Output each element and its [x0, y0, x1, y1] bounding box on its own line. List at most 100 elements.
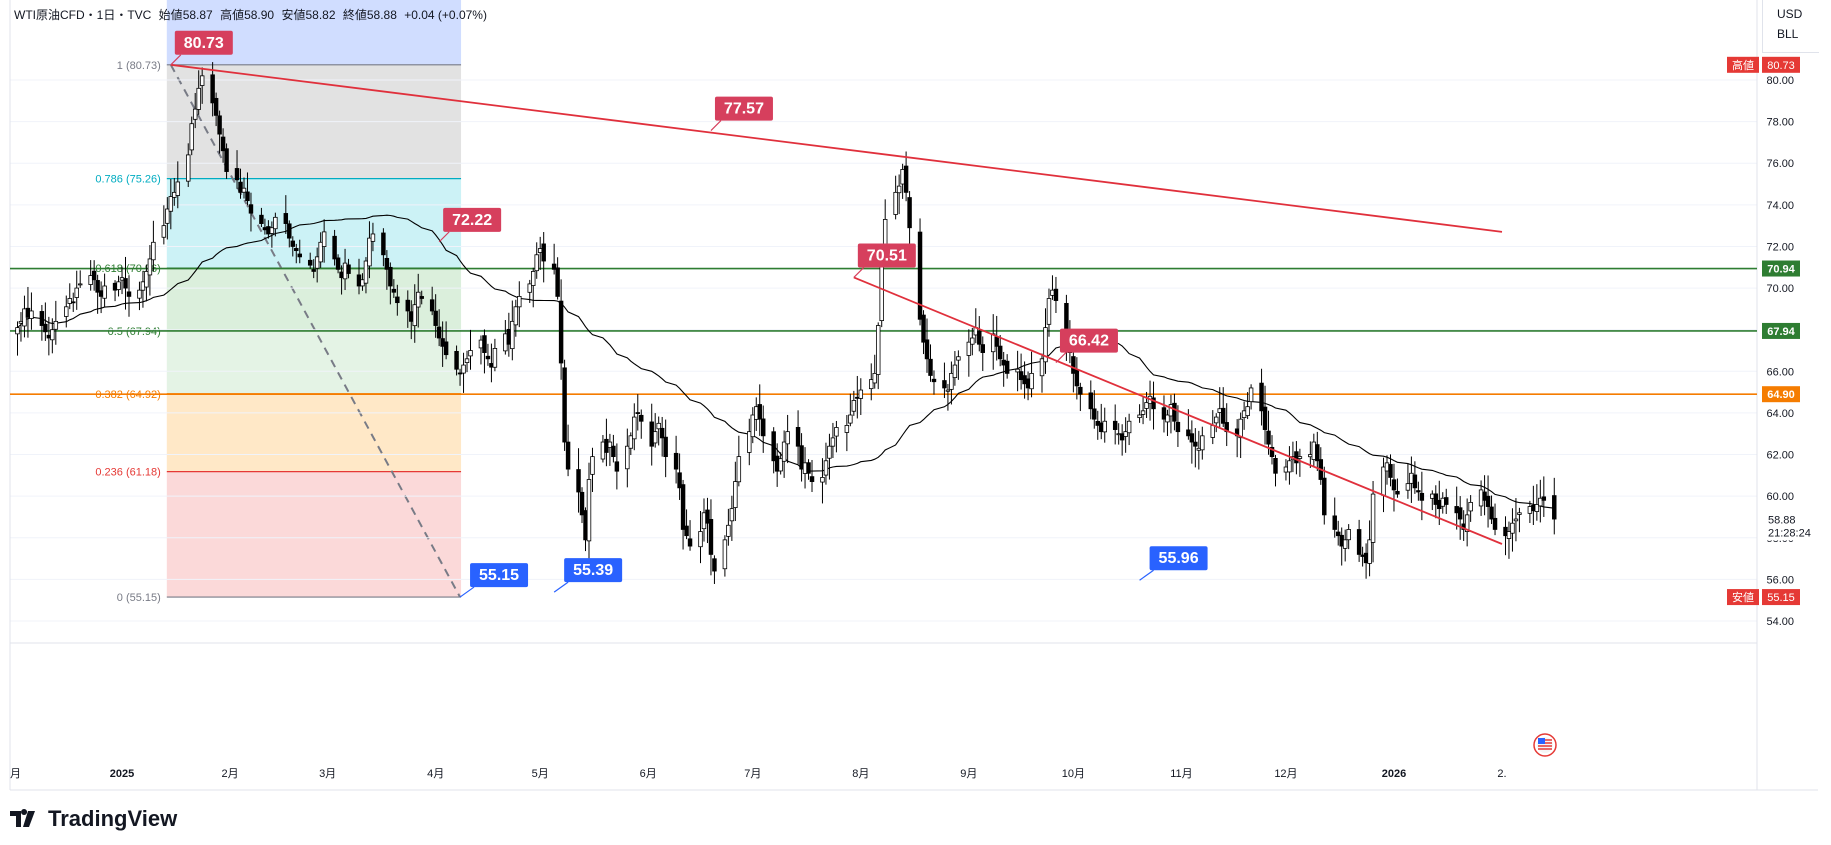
candle-body-up — [750, 414, 756, 438]
candle-body-up — [273, 216, 278, 230]
high-callout: 66.42 — [1055, 328, 1118, 363]
candle — [151, 220, 156, 272]
candle — [186, 143, 191, 187]
candle — [712, 555, 717, 584]
currency-label[interactable]: USD — [1777, 7, 1803, 21]
candle-body-up — [1210, 425, 1215, 438]
candle-body-up — [823, 460, 829, 476]
candle — [750, 407, 756, 444]
candle — [607, 433, 613, 466]
candle — [482, 329, 487, 374]
candle-body-down — [384, 257, 390, 270]
candle — [335, 254, 341, 274]
symbol-name[interactable]: WTI原油CFD・1日・TVC — [14, 8, 152, 22]
candle-body-up — [161, 225, 167, 238]
candle-body-up — [1297, 456, 1303, 459]
candle — [1287, 446, 1292, 485]
callout-label: 70.51 — [867, 247, 907, 264]
candle — [1433, 485, 1439, 519]
candle-body-down — [614, 461, 620, 472]
candle-body-up — [628, 435, 634, 449]
unit-label[interactable]: BLL — [1777, 27, 1799, 41]
candle — [966, 329, 972, 377]
candle — [931, 370, 937, 395]
candle-body-up — [952, 364, 958, 379]
candle-body-down — [771, 431, 776, 462]
candle — [1506, 521, 1512, 559]
candle-body-up — [820, 477, 825, 483]
candle-body-down — [443, 341, 449, 356]
candle — [1119, 424, 1125, 456]
time-axis: 月 2025 2月 3月 4月 5月 6月 7月 8月 9月 10月 11月 12月 2026 2. — [10, 733, 1557, 780]
candle-body-up — [785, 431, 790, 445]
candle — [869, 363, 874, 401]
callout-pointer — [459, 586, 475, 598]
candle — [517, 281, 522, 328]
axis-prefix-box — [1727, 56, 1759, 73]
candle-body-down — [565, 441, 571, 470]
candle — [429, 286, 435, 316]
candle — [307, 252, 313, 269]
candle — [952, 351, 958, 386]
candle-body-up — [1165, 414, 1170, 423]
candle — [259, 207, 264, 228]
candle-body-down — [1492, 517, 1498, 530]
candle-body-up — [1137, 414, 1142, 419]
low-value: 58.82 — [305, 8, 336, 22]
candle-body-up — [781, 441, 787, 462]
time-tick-label: 10月 — [1062, 768, 1085, 780]
candle — [1262, 385, 1268, 445]
candle-body-down — [1541, 496, 1547, 501]
candle — [1416, 481, 1421, 501]
fib-trend-line — [169, 64, 461, 598]
candle-body-down — [1412, 474, 1418, 489]
candle — [917, 218, 923, 326]
candle — [210, 62, 215, 117]
candle — [1541, 476, 1547, 517]
candle-body-up — [1517, 512, 1522, 515]
tradingview-logo[interactable]: TradingView — [10, 802, 177, 836]
candle-body-down — [663, 436, 668, 458]
trendlines — [170, 63, 1503, 545]
candle — [53, 300, 59, 345]
candle-body-up — [492, 348, 498, 368]
callout-box — [470, 563, 529, 588]
candle-body-down — [1088, 392, 1094, 410]
us-flag-icon[interactable] — [1533, 733, 1557, 757]
high-value: 58.90 — [244, 8, 275, 22]
level-price-text: 70.94 — [1767, 264, 1795, 276]
candle-body-down — [795, 427, 801, 447]
candle — [95, 274, 100, 314]
candle — [388, 262, 393, 305]
candle-body-down — [1186, 429, 1191, 437]
candle — [1342, 529, 1348, 562]
candle-body-up — [875, 325, 881, 375]
candle — [1092, 390, 1097, 429]
currency-unit-box[interactable]: USD BLL — [1762, 0, 1819, 53]
candle-body-up — [949, 372, 954, 390]
candle-body-up — [726, 524, 731, 537]
candle-body-down — [1457, 507, 1463, 520]
candle-body-up — [590, 456, 595, 475]
candle — [91, 260, 97, 291]
candle-body-down — [684, 525, 689, 537]
time-tick-label: 2. — [1497, 768, 1506, 780]
candle — [1259, 368, 1264, 426]
candle — [757, 384, 762, 436]
price-tick-label: 70.00 — [1766, 283, 1794, 295]
candle — [945, 383, 951, 411]
candle — [15, 321, 20, 356]
callout-box — [1059, 328, 1118, 353]
candle-body-up — [196, 87, 201, 110]
candle — [684, 509, 689, 540]
candle — [1175, 405, 1181, 447]
candle-body-down — [555, 267, 560, 297]
candle-body-down — [1259, 382, 1264, 412]
candle-body-up — [1029, 372, 1034, 390]
candle — [799, 433, 804, 482]
change-value: +0.04 (+0.07%) — [404, 8, 487, 22]
candle — [381, 228, 386, 267]
candle — [513, 299, 519, 337]
candle-body-up — [74, 287, 79, 298]
